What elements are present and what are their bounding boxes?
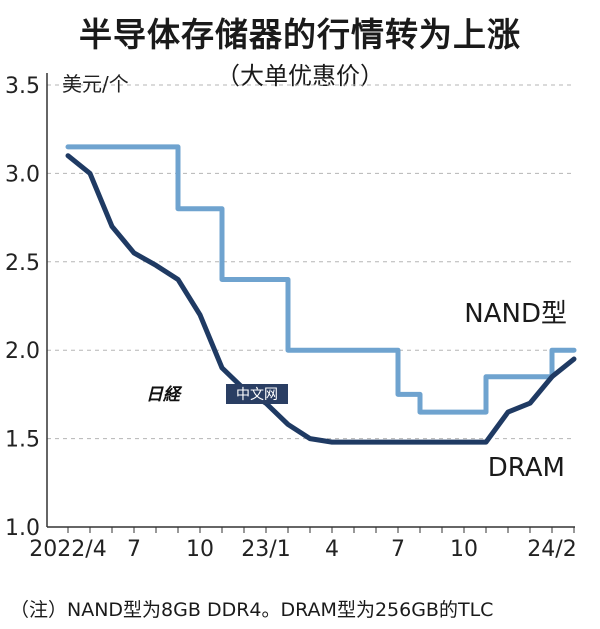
x-tick-label: 23/1 <box>241 537 290 562</box>
y-tick-label: 3.5 <box>5 74 40 99</box>
watermark-logo: 日経 中文网 <box>142 384 288 405</box>
y-tick-label: 2.0 <box>5 339 40 364</box>
chart-footnote: （注）NAND型为8GB DDR4。DRAM型为256GB的TLC <box>10 599 494 621</box>
y-axis-unit-label: 美元/个 <box>62 72 129 96</box>
x-tick-label: 4 <box>325 537 339 562</box>
watermark-left-bg <box>142 385 226 403</box>
y-tick-label: 1.5 <box>5 428 40 453</box>
series-line-dram <box>65 153 577 445</box>
chart-labels: 1.0 1.5 2.0 2.5 3.0 3.5 美元/个 2022/4 7 10 23/1 4 7 10 2… <box>5 72 577 562</box>
y-tick-label: 1.0 <box>5 516 40 541</box>
watermark-logo-script: 日経 <box>146 385 183 405</box>
axes <box>46 73 575 533</box>
watermark-badge <box>226 384 288 404</box>
y-tick-label: 2.5 <box>5 251 40 276</box>
series-lines <box>65 144 577 445</box>
x-tick-label: 10 <box>450 537 478 562</box>
x-tick-label: 7 <box>391 537 405 562</box>
watermark-logo-text: 中文网 <box>236 387 278 403</box>
series-label-nand: NAND型 <box>464 299 567 329</box>
x-tick-label: 7 <box>127 537 141 562</box>
series-line-nand <box>65 144 577 415</box>
chart-title: 半导体存储器的行情转为上涨 <box>79 15 521 54</box>
x-tick-label: 2022/4 <box>29 537 106 562</box>
x-tick-label: 10 <box>186 537 214 562</box>
grid-lines <box>47 84 575 440</box>
y-tick-label: 3.0 <box>5 162 40 187</box>
series-label-dram: DRAM <box>488 453 565 483</box>
chart-subtitle: （大单优惠价） <box>216 62 384 90</box>
x-tick-label: 24/2 <box>527 537 576 562</box>
